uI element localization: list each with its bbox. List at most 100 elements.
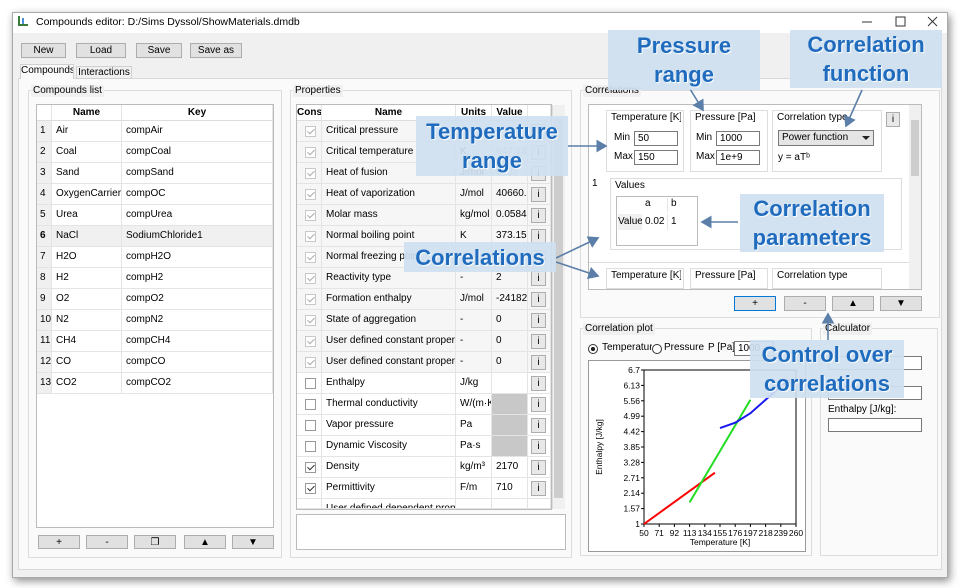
property-value[interactable]: 2 xyxy=(492,268,528,289)
radio-button[interactable] xyxy=(652,344,662,354)
tab[interactable]: Compounds xyxy=(20,64,74,79)
const-checkbox[interactable] xyxy=(305,441,316,452)
list-button[interactable]: ❐ xyxy=(134,535,176,549)
compound-key[interactable]: compAir xyxy=(122,121,273,142)
correlation-button[interactable]: - xyxy=(784,296,826,311)
output-input[interactable] xyxy=(828,418,922,432)
p-min-input[interactable]: 1000 xyxy=(716,131,760,146)
property-value[interactable] xyxy=(492,499,528,509)
compound-key[interactable]: compCH4 xyxy=(122,331,273,352)
p-max-input[interactable]: 1e+9 xyxy=(716,150,760,165)
property-value[interactable]: -241826 xyxy=(492,289,528,310)
compound-key[interactable]: compSand xyxy=(122,163,273,184)
scroll-thumb[interactable] xyxy=(554,118,563,498)
info-button[interactable]: i xyxy=(531,334,546,349)
radio-label[interactable]: Pressure xyxy=(664,342,705,353)
compound-name[interactable]: Coal xyxy=(52,142,122,163)
property-value[interactable]: 0 xyxy=(492,331,528,352)
toolbar-button[interactable]: New xyxy=(21,43,66,58)
const-checkbox[interactable] xyxy=(305,462,316,473)
param-value[interactable]: 0.02 xyxy=(642,214,668,230)
property-value[interactable] xyxy=(492,415,528,436)
const-checkbox xyxy=(305,147,316,158)
compound-name[interactable]: Urea xyxy=(52,205,122,226)
t-min-input[interactable]: 50 xyxy=(634,131,678,146)
compound-name[interactable]: Sand xyxy=(52,163,122,184)
info-button[interactable]: i xyxy=(531,439,546,454)
compound-name[interactable]: N2 xyxy=(52,310,122,331)
correlation-button[interactable]: ▲ xyxy=(832,296,874,311)
info-button[interactable]: i xyxy=(531,271,546,286)
property-value[interactable] xyxy=(492,436,528,457)
compound-name[interactable]: NaCl xyxy=(52,226,122,247)
const-checkbox[interactable] xyxy=(305,483,316,494)
const-checkbox[interactable] xyxy=(305,420,316,431)
property-value[interactable] xyxy=(492,394,528,415)
compound-key[interactable]: compOC xyxy=(122,184,273,205)
property-value[interactable]: 710 xyxy=(492,478,528,499)
compound-name[interactable]: H2 xyxy=(52,268,122,289)
info-button[interactable]: i xyxy=(531,397,546,412)
info-button[interactable]: i xyxy=(531,460,546,475)
compound-name[interactable]: Air xyxy=(52,121,122,142)
toolbar-button[interactable]: Save xyxy=(136,43,182,58)
tab[interactable]: Interactions xyxy=(76,66,132,79)
property-value[interactable]: 40660.5 xyxy=(492,184,528,205)
compound-name[interactable]: CH4 xyxy=(52,331,122,352)
property-name: Reactivity type xyxy=(322,268,456,289)
list-button[interactable]: + xyxy=(38,535,80,549)
t-max-input[interactable]: 150 xyxy=(634,150,678,165)
scroll-thumb[interactable] xyxy=(911,120,919,176)
compound-key[interactable]: compCoal xyxy=(122,142,273,163)
info-button[interactable]: i xyxy=(531,229,546,244)
compound-key[interactable]: compUrea xyxy=(122,205,273,226)
const-checkbox[interactable] xyxy=(305,399,316,410)
separator xyxy=(589,262,909,263)
correlation-button[interactable]: ▼ xyxy=(880,296,922,311)
toolbar-button[interactable]: Save as xyxy=(190,43,242,58)
compound-key[interactable]: compO2 xyxy=(122,289,273,310)
info-button[interactable]: i xyxy=(531,418,546,433)
list-button[interactable]: - xyxy=(86,535,128,549)
correlation-index: 1 xyxy=(592,178,598,189)
header-cell: Key xyxy=(122,105,273,121)
param-value[interactable]: 1 xyxy=(671,216,677,227)
property-value[interactable]: 0 xyxy=(492,352,528,373)
compound-key[interactable]: compH2 xyxy=(122,268,273,289)
description-box[interactable] xyxy=(296,514,566,550)
info-button[interactable]: i xyxy=(531,187,546,202)
compound-name[interactable]: CO2 xyxy=(52,373,122,394)
radio-label[interactable]: Temperature xyxy=(602,342,652,353)
compound-name[interactable]: H2O xyxy=(52,247,122,268)
compound-name[interactable]: CO xyxy=(52,352,122,373)
compound-key[interactable]: compH2O xyxy=(122,247,273,268)
compound-key[interactable]: compCO2 xyxy=(122,373,273,394)
property-name: User defined constant property 2 xyxy=(322,352,456,373)
property-value[interactable]: 2170 xyxy=(492,457,528,478)
property-value[interactable] xyxy=(492,373,528,394)
const-checkbox[interactable] xyxy=(305,378,316,389)
compound-key[interactable]: compN2 xyxy=(122,310,273,331)
toolbar-button[interactable]: Load xyxy=(76,43,126,58)
info-button[interactable]: i xyxy=(886,112,900,127)
compound-name[interactable]: OxygenCarrier xyxy=(52,184,122,205)
info-button[interactable]: i xyxy=(531,292,546,307)
combo-arrow xyxy=(862,136,870,140)
function-combo[interactable]: Power function xyxy=(778,130,874,146)
compound-key[interactable]: compCO xyxy=(122,352,273,373)
row-number: 2 xyxy=(37,142,52,163)
compound-name[interactable]: O2 xyxy=(52,289,122,310)
property-value[interactable]: 0.05844 xyxy=(492,205,528,226)
info-button[interactable]: i xyxy=(531,355,546,370)
info-button[interactable]: i xyxy=(531,313,546,328)
list-button[interactable]: ▼ xyxy=(232,535,274,549)
list-button[interactable]: ▲ xyxy=(184,535,226,549)
info-button[interactable]: i xyxy=(531,208,546,223)
compound-key[interactable]: SodiumChloride1 xyxy=(122,226,273,247)
info-button[interactable]: i xyxy=(531,481,546,496)
radio-button[interactable] xyxy=(588,344,598,354)
property-value[interactable]: 0 xyxy=(492,310,528,331)
info-button[interactable]: i xyxy=(531,376,546,391)
correlation-button[interactable]: + xyxy=(734,296,776,311)
formula: y = aTᵇ xyxy=(778,152,810,163)
